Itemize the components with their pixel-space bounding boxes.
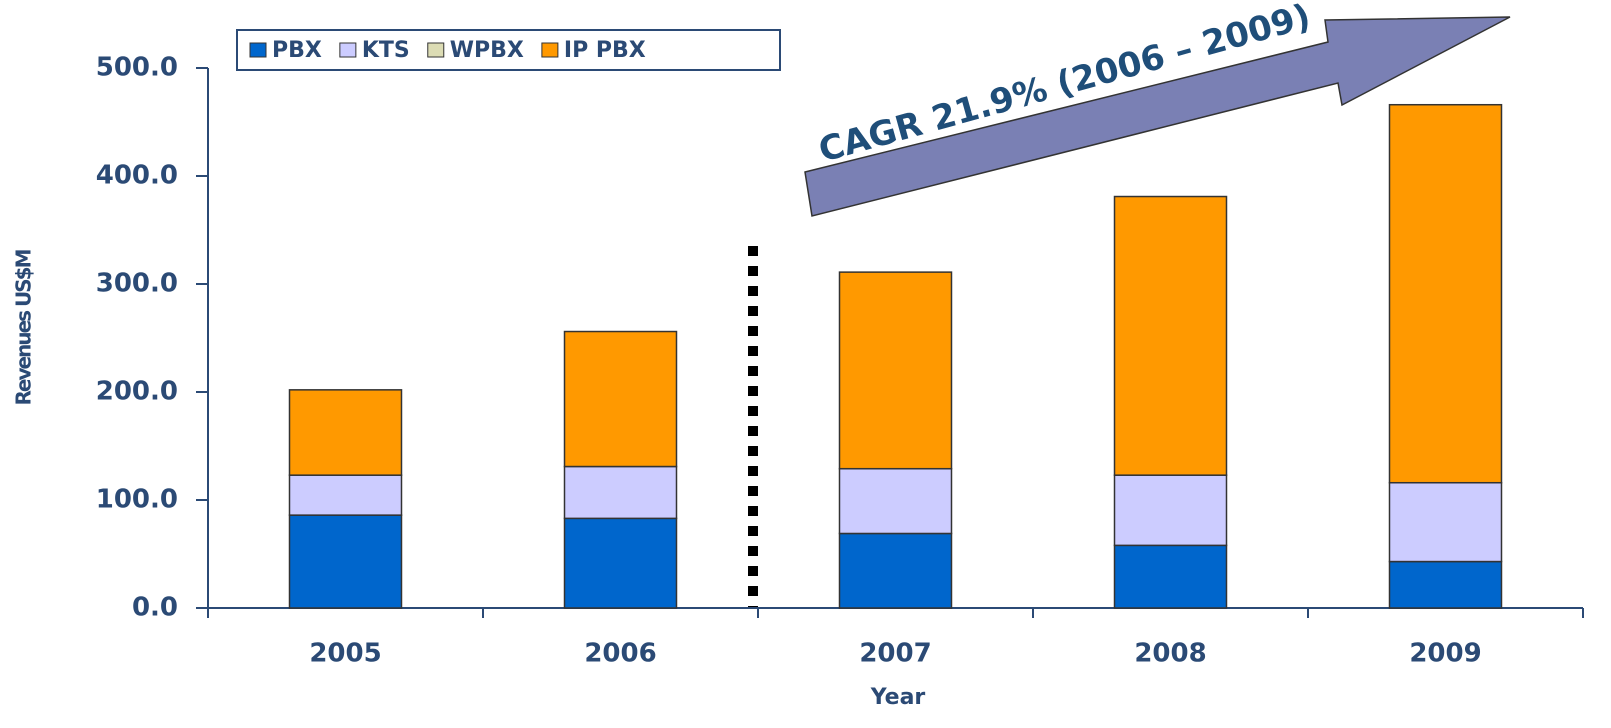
bar-segment bbox=[1388, 103, 1503, 484]
bar-segment bbox=[838, 271, 953, 470]
y-axis-title: Revenues US$M bbox=[12, 249, 36, 405]
bar-segment bbox=[1113, 544, 1228, 609]
bar-segment bbox=[838, 532, 953, 609]
y-tick-label: 200.0 bbox=[96, 377, 178, 407]
x-axis-title: Year bbox=[870, 685, 926, 710]
bar-segment bbox=[288, 474, 403, 516]
legend-swatch bbox=[541, 42, 559, 58]
bar-segment bbox=[563, 465, 678, 520]
x-tick-label: 2009 bbox=[1409, 639, 1481, 669]
y-tick-label: 300.0 bbox=[96, 269, 178, 299]
legend-label: IP PBX bbox=[564, 38, 646, 63]
y-tick-label: 400.0 bbox=[96, 161, 178, 191]
y-tick-label: 500.0 bbox=[96, 53, 178, 83]
bar-segment bbox=[288, 389, 403, 476]
bar-segment bbox=[1113, 195, 1228, 476]
legend-label: KTS bbox=[362, 38, 410, 63]
legend-swatch bbox=[339, 42, 357, 58]
legend-box bbox=[236, 29, 781, 71]
x-tick-label: 2006 bbox=[584, 639, 656, 669]
y-tick-label: 0.0 bbox=[132, 593, 178, 623]
legend-label: PBX bbox=[272, 38, 322, 63]
legend-swatch bbox=[249, 42, 267, 58]
bar-segment bbox=[1113, 474, 1228, 547]
cagr-arrow bbox=[804, 16, 1511, 217]
bar-segment bbox=[1388, 560, 1503, 609]
legend-label: WPBX bbox=[450, 38, 524, 63]
bar-segment bbox=[288, 514, 403, 609]
bar-segment bbox=[1388, 481, 1503, 563]
y-tick-label: 100.0 bbox=[96, 485, 178, 515]
x-tick-label: 2008 bbox=[1134, 639, 1206, 669]
bar-segment bbox=[838, 467, 953, 535]
x-tick-label: 2007 bbox=[859, 639, 931, 669]
bar-segment bbox=[563, 517, 678, 609]
legend-swatch bbox=[427, 42, 445, 58]
x-tick-label: 2005 bbox=[309, 639, 381, 669]
bar-segment bbox=[563, 330, 678, 468]
